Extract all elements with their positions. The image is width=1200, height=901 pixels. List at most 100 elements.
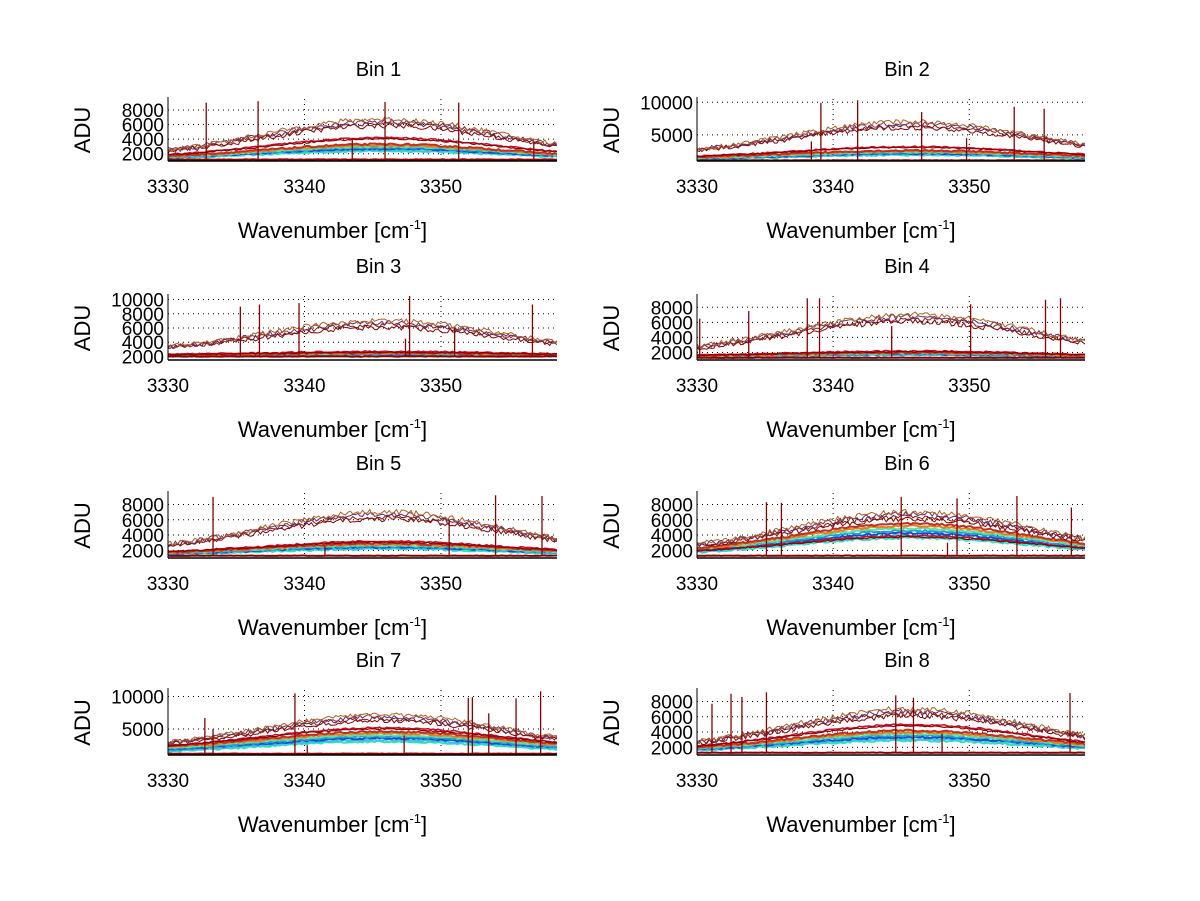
y-tick-label: 10000: [640, 93, 693, 114]
x-tick-label: 3340: [283, 771, 325, 792]
y-tick-label: 6000: [651, 708, 693, 729]
subplot-bin-2: 3330 3340 3350 5000 10000 Bin 2 Wavenumber [cm…: [599, 59, 1085, 243]
band-trace: [697, 528, 1085, 552]
band-trace: [168, 729, 557, 748]
lower-trace: [697, 350, 1085, 357]
upper-trace: [168, 712, 557, 746]
y-tick-label: 8000: [651, 692, 693, 713]
upper-trace: [697, 125, 1085, 153]
subplot-title: Bin 3: [356, 256, 402, 278]
x-axis-label: Wavenumber [cm-1]: [238, 614, 427, 640]
y-tick-label: 2000: [651, 541, 693, 562]
x-tick-label: 3330: [676, 574, 718, 595]
floor-trace: [697, 356, 1085, 360]
upper-trace: [168, 317, 557, 348]
x-tick-label: 3340: [283, 574, 325, 595]
x-tick-label: 3340: [812, 376, 854, 397]
y-tick-label: 6000: [122, 319, 164, 340]
x-tick-label: 3350: [420, 771, 462, 792]
y-axis-label: ADU: [70, 107, 95, 153]
y-tick-label: 8000: [122, 305, 164, 326]
upper-trace: [168, 718, 557, 745]
y-tick-label: 10000: [111, 291, 164, 312]
y-tick-label: 6000: [122, 116, 164, 137]
x-tick-label: 3350: [948, 574, 990, 595]
y-tick-label: 8000: [651, 298, 693, 319]
upper-trace: [168, 116, 557, 152]
x-tick-label: 3350: [948, 771, 990, 792]
upper-trace: [168, 319, 557, 350]
y-tick-label: 2000: [122, 145, 164, 166]
x-axis-label: Wavenumber [cm-1]: [238, 217, 427, 243]
y-tick-label: 8000: [122, 495, 164, 516]
y-tick-label: 6000: [122, 511, 164, 532]
x-axis-label: Wavenumber [cm-1]: [238, 811, 427, 837]
lower-trace: [697, 146, 1085, 158]
plot-area: [697, 298, 1085, 360]
y-axis-label: ADU: [599, 502, 624, 548]
lower-trace: [168, 540, 557, 554]
x-tick-label: 3330: [676, 376, 718, 397]
upper-trace: [697, 516, 1085, 547]
upper-trace: [168, 324, 557, 349]
upper-trace: [697, 315, 1085, 350]
x-tick-label: 3340: [283, 376, 325, 397]
y-axis-label: ADU: [70, 502, 95, 548]
x-axis-label: Wavenumber [cm-1]: [766, 217, 955, 243]
y-axis-label: ADU: [70, 305, 95, 351]
lower-trace: [168, 350, 557, 356]
lower-trace: [168, 727, 557, 747]
y-axis-label: ADU: [599, 699, 624, 745]
subplot-title: Bin 5: [356, 453, 402, 475]
lower-trace: [697, 724, 1085, 748]
y-tick-label: 5000: [651, 126, 693, 147]
x-axis-label: Wavenumber [cm-1]: [238, 416, 427, 442]
y-axis-label: ADU: [599, 107, 624, 153]
y-tick-label: 5000: [122, 720, 164, 741]
y-tick-label: 6000: [651, 313, 693, 334]
x-tick-label: 3330: [147, 376, 189, 397]
upper-trace: [697, 318, 1085, 351]
x-axis-label: Wavenumber [cm-1]: [766, 416, 955, 442]
upper-trace: [697, 314, 1085, 350]
plot-area: [697, 496, 1085, 557]
x-tick-label: 3340: [812, 574, 854, 595]
x-axis-label: Wavenumber [cm-1]: [766, 811, 955, 837]
x-tick-label: 3340: [812, 771, 854, 792]
x-tick-label: 3350: [948, 376, 990, 397]
y-tick-label: 2000: [122, 347, 164, 368]
x-tick-label: 3330: [676, 771, 718, 792]
band-trace: [697, 521, 1085, 550]
band-trace: [697, 737, 1085, 752]
y-tick-label: 8000: [122, 101, 164, 122]
y-tick-label: 2000: [122, 541, 164, 562]
upper-trace: [168, 508, 557, 547]
y-tick-label: 4000: [122, 333, 164, 354]
y-tick-label: 8000: [651, 495, 693, 516]
subplot-title: Bin 4: [884, 256, 930, 278]
floor-trace: [168, 355, 557, 358]
x-tick-label: 3330: [147, 177, 189, 198]
upper-trace: [697, 708, 1085, 745]
x-tick-label: 3340: [812, 177, 854, 198]
x-tick-label: 3340: [283, 177, 325, 198]
x-tick-label: 3350: [420, 376, 462, 397]
band-trace: [697, 536, 1085, 554]
subplot-title: Bin 1: [356, 59, 402, 81]
upper-trace: [697, 120, 1085, 151]
x-tick-label: 3330: [147, 574, 189, 595]
upper-trace: [697, 508, 1085, 545]
subplot-title: Bin 7: [356, 650, 402, 672]
y-tick-label: 4000: [651, 526, 693, 547]
lower-trace: [168, 726, 557, 747]
subplot-title: Bin 6: [884, 453, 930, 475]
y-tick-label: 10000: [111, 688, 164, 709]
y-axis-label: ADU: [599, 305, 624, 351]
floor-trace: [168, 158, 557, 161]
upper-trace: [168, 121, 557, 153]
